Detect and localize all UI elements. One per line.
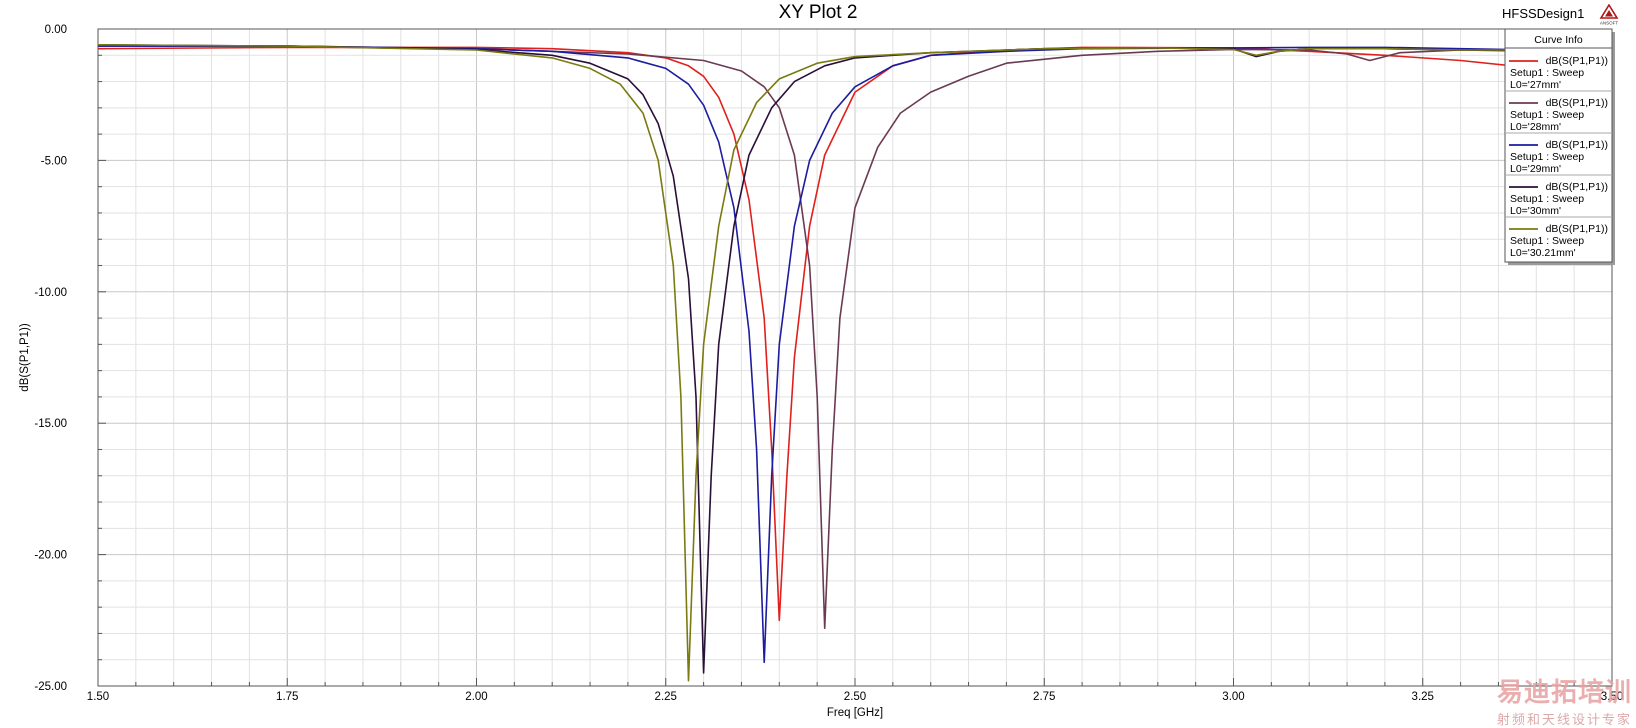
legend-series-setup: Setup1 : Sweep [1510,235,1584,247]
legend-series-param: L0='30.21mm' [1510,247,1576,259]
legend-series-name: dB(S(P1,P1)) [1546,139,1608,151]
series-line-4 [97,44,1575,674]
y-tick-label: -15.00 [34,418,67,430]
legend-series-setup: Setup1 : Sweep [1510,109,1584,121]
series-line-2 [98,45,1575,629]
ansoft-logo: ANSOFT [1599,4,1619,26]
legend-series-setup: Setup1 : Sweep [1510,67,1584,79]
legend-series-setup: Setup1 : Sweep [1510,193,1584,205]
x-tick-label: 3.50 [1601,691,1623,703]
legend-series-param: L0='29mm' [1510,163,1561,175]
legend-series-name: dB(S(P1,P1)) [1546,181,1608,193]
watermark: 易迪拓培训 射频和天线设计专家 [1497,672,1632,728]
legend-series-param: L0='28mm' [1510,121,1561,133]
legend-series-name: dB(S(P1,P1)) [1546,223,1608,235]
x-tick-label: 2.75 [1033,691,1055,703]
y-tick-label: -5.00 [41,155,67,167]
y-tick-label: -10.00 [34,287,67,299]
y-axis-label: dB(S(P1,P1)) [19,323,31,392]
watermark-line2: 射频和天线设计专家 [1496,713,1632,728]
x-axis-label: Freq [GHz] [827,707,883,719]
design-name: HFSSDesign1 [1502,6,1585,21]
legend-series-name: dB(S(P1,P1)) [1546,97,1608,109]
y-tick-label: -25.00 [34,681,67,693]
x-tick-label: 2.50 [844,691,866,703]
y-tick-label: -20.00 [34,550,67,562]
legend-title: Curve Info [1534,34,1583,46]
x-tick-label: 2.25 [655,691,677,703]
watermark-line1: 易迪拓培训 [1496,678,1632,708]
series-line-5 [97,44,1575,682]
x-tick-label: 1.50 [87,691,109,703]
legend-series-name: dB(S(P1,P1)) [1546,55,1608,67]
legend-series-param: L0='30mm' [1510,205,1561,217]
x-tick-label: 3.25 [1412,691,1434,703]
legend-series-param: L0='27mm' [1510,79,1561,91]
y-tick-label: 0.00 [45,24,67,36]
x-tick-label: 1.75 [276,691,298,703]
x-tick-label: 2.00 [465,691,487,703]
plot-frame [97,28,1613,687]
x-tick-label: 3.00 [1222,691,1244,703]
legend-series-setup: Setup1 : Sweep [1510,151,1584,163]
chart-title: XY Plot 2 [778,2,858,23]
series-line-3 [98,45,1575,664]
svg-text:ANSOFT: ANSOFT [1600,21,1619,26]
